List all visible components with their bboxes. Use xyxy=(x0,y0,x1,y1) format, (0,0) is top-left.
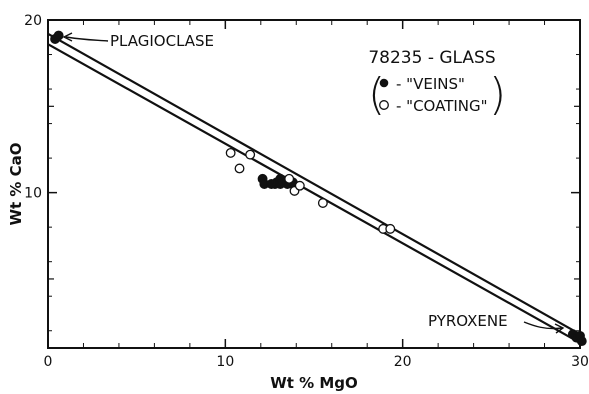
x-tick-label: 10 xyxy=(216,354,234,370)
arrow-pyroxene xyxy=(523,321,563,330)
x-axis-label: Wt % MgO xyxy=(270,374,358,392)
y-axis-label: Wt % CaO xyxy=(7,142,25,225)
x-tick-label: 30 xyxy=(571,354,589,370)
point-coating xyxy=(385,223,396,234)
x-tick-label: 0 xyxy=(44,354,53,370)
data-points xyxy=(50,30,587,347)
point-veins xyxy=(53,30,64,41)
point-coating xyxy=(245,149,256,160)
mixing-line xyxy=(47,43,581,344)
legend-label-veins: - "VEINS" xyxy=(396,75,465,93)
legend: 78235 - GLASS ( ) - "VEINS" - "COATING" xyxy=(368,48,506,120)
legend-close-paren: ) xyxy=(489,69,506,120)
point-coating xyxy=(294,180,305,191)
y-tick-label: 10 xyxy=(24,186,42,202)
arrowhead-plagioclase xyxy=(62,32,73,42)
annotation-pyroxene: PYROXENE xyxy=(428,312,508,330)
legend-marker-veins xyxy=(379,78,389,88)
x-tick-label: 20 xyxy=(394,354,412,370)
point-coating xyxy=(234,163,245,174)
reference-lines xyxy=(47,32,581,344)
point-coating xyxy=(317,198,328,208)
plot-frame xyxy=(47,19,581,349)
legend-label-coating: - "COATING" xyxy=(396,97,488,115)
mixing-line xyxy=(47,32,581,336)
axis-ticks: 0 10 20 30 10 20 xyxy=(24,13,589,370)
legend-open-paren: ( xyxy=(368,69,385,120)
point-veins xyxy=(576,336,587,347)
arrowhead-pyroxene xyxy=(554,323,565,334)
legend-marker-coating xyxy=(379,100,389,110)
chart-title: 78235 - GLASS xyxy=(368,48,495,68)
point-coating xyxy=(225,147,236,158)
annotation-plagioclase: PLAGIOCLASE xyxy=(110,32,214,50)
point-coating xyxy=(284,173,295,184)
arrow-plagioclase xyxy=(65,36,109,42)
y-tick-label: 20 xyxy=(24,13,42,29)
